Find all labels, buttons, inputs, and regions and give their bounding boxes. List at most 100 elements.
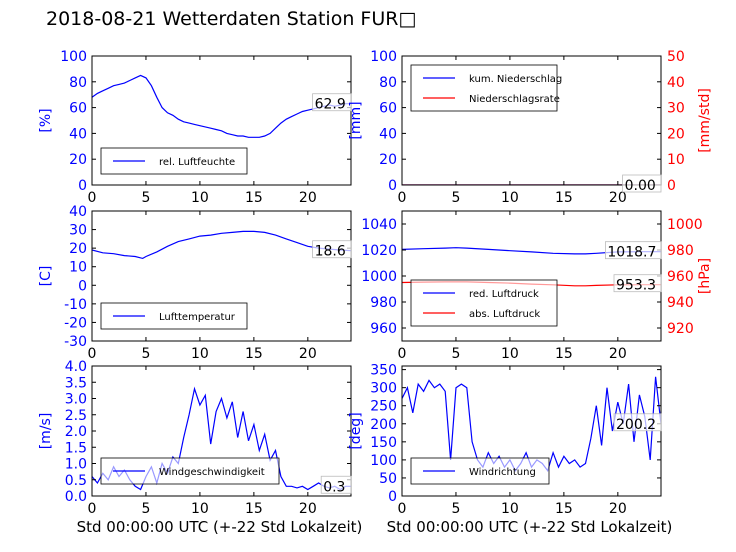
panel-winddirection: 0 5 10 15 20050100150200250300350[deg]Windri…: [348, 363, 672, 536]
x-tick-label: 20: [609, 190, 627, 206]
x-tick-label: 15: [555, 190, 573, 206]
y-tick-label: 4.0: [65, 359, 87, 375]
x-tick-label: 20: [299, 346, 317, 362]
last-value-box: [605, 241, 662, 260]
x-tick-label: 5: [141, 190, 150, 206]
plot-frame: [91, 210, 352, 342]
last-value-box: [320, 475, 352, 494]
y-tick-label: 60: [69, 101, 87, 117]
y-tick-label: 1040: [361, 217, 397, 233]
series-line-temperature-0: [92, 230, 351, 260]
y-tick-label: 3.0: [65, 392, 87, 408]
x-tick-label: 10: [191, 501, 209, 517]
last-value-label: 953.3: [616, 278, 656, 294]
x-tick-label: 20: [609, 346, 627, 362]
x-tick-label: 5: [141, 501, 150, 517]
y-axis-label: [%]: [38, 108, 54, 132]
x-tick-label: 10: [191, 190, 209, 206]
y-tick-label: 1.0: [65, 457, 87, 473]
last-value-box: [613, 274, 662, 293]
x-tick-label: 15: [245, 190, 263, 206]
last-value-label: 62.9: [315, 97, 346, 113]
y-tick-label: 0: [388, 178, 397, 194]
last-value-label: 1018.7: [607, 245, 656, 261]
panel-humidity: 0 5 10 15 20 0 20 40 60 80 100 [%] rel. Luftfeuchte 6…: [38, 49, 352, 206]
x-tick-label: 15: [245, 346, 263, 362]
legend-label: red. Luftdruck: [469, 289, 539, 300]
last-value-label: 18.6: [315, 244, 346, 260]
y-tick-label-right: 940: [667, 295, 694, 311]
y-tick-label: -30: [64, 334, 87, 350]
y-tick-label: 40: [379, 126, 397, 142]
y-tick-label-right: 1000: [667, 217, 703, 233]
plot-frame: [401, 55, 662, 186]
x-tick-label: 5: [451, 346, 460, 362]
y-tick-label: 1000: [361, 269, 397, 285]
y-axis-label: [deg]: [348, 412, 364, 449]
y-tick-label-right: 30: [667, 101, 685, 117]
x-tick-label: 0: [398, 346, 407, 362]
y-tick-label: 300: [370, 381, 397, 397]
last-value-box: [613, 413, 662, 432]
x-tick-label: 15: [555, 501, 573, 517]
legend-label: kum. Niederschlag: [469, 74, 562, 85]
legend-box: [410, 64, 558, 112]
x-tick-label: 15: [245, 501, 263, 517]
y-tick-label: 40: [69, 126, 87, 142]
legend-box: [410, 279, 558, 327]
plot-frame: [91, 55, 352, 186]
panel-windspeed: 0 5 10 15 20 0.00.51.01.52.02.53.03.54.0 [m/s]…: [38, 359, 362, 536]
last-value-box: [312, 93, 352, 112]
y-tick-label: 200: [370, 417, 397, 433]
y-tick-label: 80: [379, 75, 397, 91]
x-tick-label: 20: [609, 501, 627, 517]
panel-temperature: 0 5 10 15 20 -30 -20 -10 0 10 20 30 40 [C] Lufttempera…: [38, 204, 352, 362]
y-axis-label-right: [mm/std]: [697, 88, 713, 153]
y-tick-label-right: 0: [667, 178, 676, 194]
y-tick-label: 40: [69, 204, 87, 220]
y-tick-label: 150: [370, 435, 397, 451]
y-tick-label: 3.5: [65, 375, 87, 391]
y-tick-label: 100: [60, 49, 87, 65]
x-tick-label: 5: [141, 346, 150, 362]
y-tick-label: 80: [69, 75, 87, 91]
y-tick-label: 250: [370, 399, 397, 415]
x-tick-label: 0: [88, 346, 97, 362]
x-tick-label: 10: [191, 346, 209, 362]
legend-label: Lufttemperatur: [159, 312, 236, 323]
x-tick-label: 10: [501, 346, 519, 362]
y-tick-label: 1.5: [65, 440, 87, 456]
y-tick-label-right: 960: [667, 269, 694, 285]
x-tick-label: 10: [501, 501, 519, 517]
y-tick-label: 0.0: [65, 489, 87, 505]
x-tick-label: 10: [501, 190, 519, 206]
last-value-label: 200.2: [616, 417, 656, 433]
y-axis-label-right: [hPa]: [697, 258, 713, 294]
y-tick-label: 20: [69, 152, 87, 168]
y-tick-label: 20: [379, 152, 397, 168]
last-value-box: [312, 240, 352, 259]
x-tick-label: 0: [398, 501, 407, 517]
x-tick-label: 20: [299, 501, 317, 517]
series-line-humidity-0: [92, 74, 351, 138]
y-tick-label-right: 920: [667, 321, 694, 337]
legend-label: Windgeschwindigkeit: [159, 467, 265, 478]
y-tick-label: 0: [388, 489, 397, 505]
y-tick-label: 0: [78, 178, 87, 194]
y-tick-label: 960: [370, 321, 397, 337]
x-tick-label: 0: [398, 190, 407, 206]
y-tick-label: 2.5: [65, 408, 87, 424]
y-tick-label-right: 980: [667, 243, 694, 259]
y-tick-label: 10: [69, 260, 87, 276]
y-tick-label: 2.0: [65, 424, 87, 440]
y-tick-label: 100: [370, 453, 397, 469]
y-tick-label: -10: [64, 297, 87, 313]
y-tick-label: 20: [69, 241, 87, 257]
y-tick-label: 0.5: [65, 473, 87, 489]
legend-label: Niederschlagsrate: [469, 94, 560, 105]
panel-pressure: 0 5 10 15 20 960 980 1000 1020 1040 920 940 960 980 10…: [361, 210, 713, 362]
last-value-box: [622, 174, 662, 193]
x-tick-label: 15: [555, 346, 573, 362]
y-tick-label: 1020: [361, 243, 397, 259]
